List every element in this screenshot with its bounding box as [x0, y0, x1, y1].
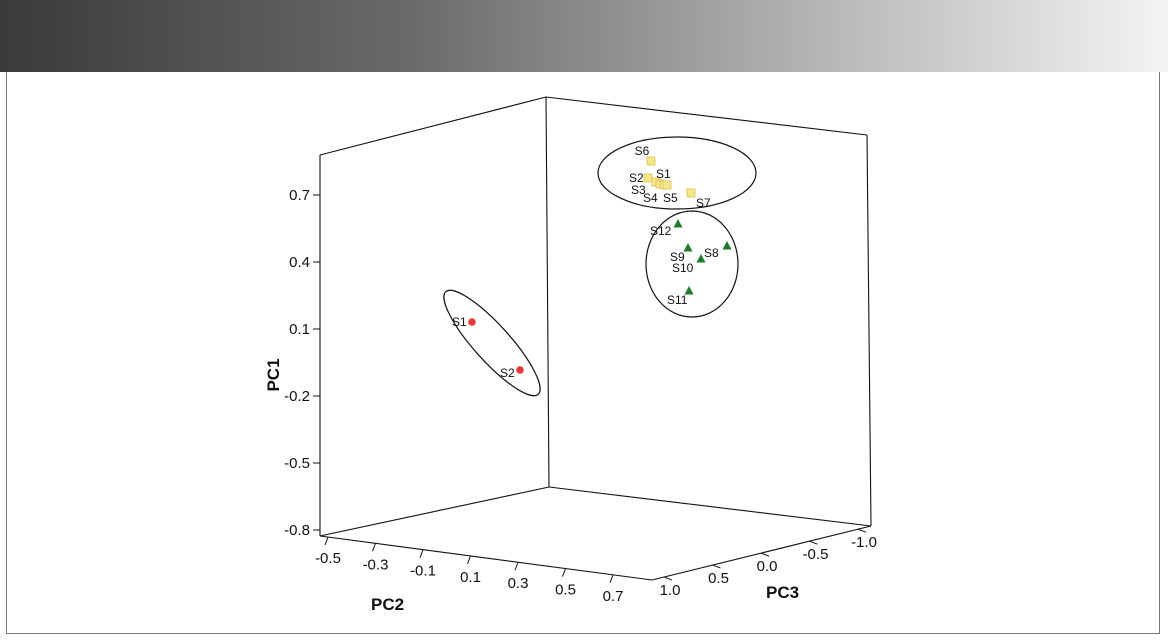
pc2-tick-label: -0.3 — [363, 556, 389, 573]
marker-yellow-s6 — [646, 156, 656, 166]
point-label-s6: S6 — [635, 144, 650, 158]
pca-3d-scatter-chart: 0.7 0.4 0.1 -0.2 -0.5 -0.8 PC1 -0.5 -0.3 -0.1 0.1 0… — [264, 96, 877, 614]
pc3-tick — [760, 552, 770, 557]
point-label-s4: S4 — [643, 191, 658, 205]
top-back-right-edge — [545, 96, 868, 136]
point-label-s2: S2 — [500, 366, 515, 380]
pc3-tick — [663, 576, 673, 581]
pc2-tick — [467, 555, 471, 565]
point-label-s12: S12 — [650, 224, 672, 238]
cluster-ellipse-red — [443, 289, 541, 397]
pc2-tick — [419, 549, 424, 558]
pc3-tick-label: -0.5 — [803, 546, 829, 563]
pc3-axis-title: PC3 — [766, 583, 799, 602]
chart-panel: 0.7 0.4 0.1 -0.2 -0.5 -0.8 PC1 -0.5 -0.3 -0.1 0.1 0… — [6, 72, 1160, 634]
point-label-s1: S1 — [452, 315, 467, 329]
cluster-ellipse-green — [645, 210, 739, 318]
pc3-tick — [857, 528, 867, 533]
pc3-tick — [712, 564, 721, 569]
pc3-tick-label: 0.0 — [757, 558, 778, 575]
marker-green-s11 — [684, 286, 694, 295]
point-label-s5: S5 — [663, 191, 678, 205]
point-label-s10: S10 — [672, 261, 694, 275]
pc2-tick-label: 0.3 — [508, 575, 529, 592]
pc2-tick — [324, 536, 329, 546]
cluster-ellipses — [443, 136, 757, 397]
marker-green-s10 — [696, 254, 706, 263]
point-label-s9: S9 — [670, 250, 685, 264]
pc2-tick — [609, 574, 614, 584]
pc1-tick-label: 0.7 — [289, 187, 310, 204]
pc2-tick-label: -0.1 — [410, 563, 436, 580]
marker-yellow-s5 — [662, 180, 672, 190]
floor-back-right-edge — [548, 486, 872, 527]
axis-ticks: 0.7 0.4 0.1 -0.2 -0.5 -0.8 PC1 -0.5 -0.3 -0.1 0.1 0… — [264, 187, 877, 614]
pc2-tick — [372, 543, 376, 552]
header-banner — [0, 0, 1168, 72]
marker-yellow-s2 — [643, 173, 653, 183]
point-label-s8: S8 — [704, 246, 719, 260]
pc2-tick-label: -0.5 — [315, 550, 341, 567]
back-vertical-edge — [545, 96, 550, 488]
pc3-tick-label: -1.0 — [851, 534, 877, 551]
pc1-tick-label: -0.2 — [284, 388, 310, 405]
point-label-s7: S7 — [696, 196, 711, 210]
pc3-tick-label: 1.0 — [660, 582, 681, 599]
point-label-s2: S2 — [629, 171, 644, 185]
pc2-tick-label: 0.5 — [555, 582, 576, 599]
pc1-axis-title: PC1 — [264, 358, 283, 391]
pc1-tick-label: 0.1 — [289, 321, 310, 338]
pc1-tick-label: 0.4 — [289, 254, 310, 271]
floor-back-left-edge — [319, 486, 550, 537]
marker-green-s12 — [673, 219, 683, 228]
pc2-tick — [514, 562, 519, 571]
point-label-s11: S11 — [667, 293, 688, 307]
data-markers — [468, 156, 732, 374]
marker-red-s1 — [468, 318, 476, 326]
pc2-axis-title: PC2 — [371, 595, 404, 614]
pc3-tick-label: 0.5 — [708, 570, 729, 587]
pc2-tick-label: 0.1 — [460, 569, 481, 586]
top-back-left-edge — [319, 96, 547, 156]
pc2-tick — [562, 568, 566, 577]
pc2-tick-label: 0.7 — [603, 588, 624, 605]
pc1-tick-label: -0.8 — [284, 522, 310, 539]
marker-green-s9 — [683, 243, 693, 252]
cluster-ellipse-yellow — [597, 136, 757, 210]
point-label-s1: S1 — [656, 167, 671, 181]
pc1-tick-label: -0.5 — [284, 455, 310, 472]
marker-green-s8 — [722, 241, 732, 250]
pc3-tick — [809, 540, 818, 545]
right-vertical-edge — [866, 134, 872, 527]
point-label-s3: S3 — [631, 183, 646, 197]
marker-yellow-s7 — [686, 188, 696, 198]
plot-box-frame — [319, 96, 872, 581]
marker-red-s2 — [516, 366, 524, 374]
